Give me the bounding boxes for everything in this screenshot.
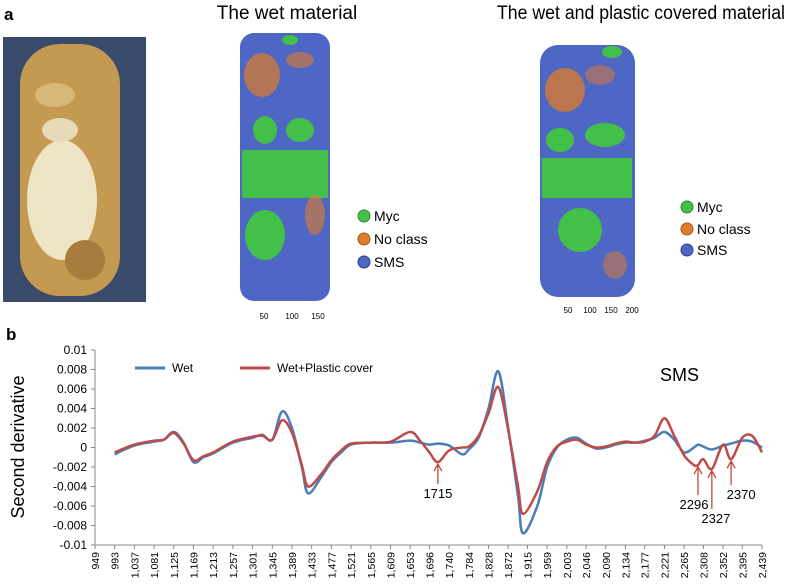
map-title: The wet material [217, 3, 357, 24]
y-tick-label: -0.004 [53, 480, 87, 494]
legend-label: No class [697, 221, 751, 237]
x-tick-label: 1,609 [385, 552, 397, 578]
classification-map [540, 45, 635, 297]
x-tick-label: 1,433 [307, 552, 319, 578]
x-tick-label: 2,003 [562, 552, 574, 578]
x-tick-label: 1,125 [169, 552, 181, 578]
x-tick-label: 1,784 [464, 552, 476, 578]
x-tick-label: 2,046 [581, 552, 593, 578]
legend-label: Myc [374, 208, 400, 224]
x-tick-label: 1,389 [287, 552, 299, 578]
scale-label: 100 [285, 312, 299, 321]
x-tick-label: 949 [90, 552, 102, 570]
x-tick-label: 993 [110, 552, 122, 570]
legend-label: Wet+Plastic cover [277, 361, 373, 375]
inset-label: SMS [660, 365, 699, 385]
annotation-arrowhead [693, 465, 703, 475]
y-tick-label: 0 [80, 441, 87, 455]
x-tick-label: 1,872 [503, 552, 515, 578]
panel-label: a [4, 5, 14, 24]
y-tick-label: 0.006 [57, 382, 87, 396]
x-tick-label: 2,177 [640, 552, 652, 578]
x-tick-label: 1,565 [366, 552, 378, 578]
x-tick-label: 2,265 [679, 552, 691, 578]
annotation-arrowhead [433, 462, 443, 472]
y-tick-label: -0.01 [60, 538, 88, 552]
x-tick-label: 1,477 [326, 552, 338, 578]
x-tick-label: 1,959 [542, 552, 554, 578]
y-tick-label: 0.01 [64, 343, 88, 357]
scale-label: 50 [260, 312, 269, 321]
map-title: The wet and plastic covered material [497, 3, 785, 24]
y-tick-label: 0.004 [57, 402, 87, 416]
scale-label: 150 [604, 306, 618, 315]
annotation-label: 2370 [727, 487, 756, 502]
legend-label: SMS [697, 242, 727, 258]
x-tick-label: 2,090 [601, 552, 613, 578]
panel-label: b [6, 325, 16, 344]
x-tick-label: 1,653 [405, 552, 417, 578]
scale-label: 200 [625, 306, 639, 315]
y-tick-label: -0.002 [53, 460, 87, 474]
annotation-arrowhead [726, 459, 736, 469]
x-tick-label: 1,257 [228, 552, 240, 578]
x-tick-label: 1,828 [483, 552, 495, 578]
photo [3, 37, 146, 302]
series-line [114, 385, 764, 516]
annotation-label: 2296 [680, 497, 709, 512]
classification-map [240, 33, 330, 301]
map-legend: Myc No class SMS [680, 199, 751, 258]
legend-label: SMS [374, 254, 404, 270]
scale-label: 50 [564, 306, 573, 315]
x-tick-label: 2,352 [718, 552, 730, 578]
y-axis-title: Second derivative [8, 375, 28, 518]
x-tick-label: 2,439 [757, 552, 769, 578]
x-tick-label: 2,308 [698, 552, 710, 578]
legend-label: Myc [697, 199, 723, 215]
x-tick-label: 1,696 [424, 552, 436, 578]
x-tick-label: 2,221 [659, 552, 671, 578]
x-tick-label: 2,134 [620, 552, 632, 578]
x-tick-label: 1,037 [129, 552, 141, 578]
y-tick-label: -0.008 [53, 519, 87, 533]
annotation-label: 2327 [701, 511, 730, 526]
scale-label: 100 [583, 306, 597, 315]
x-tick-label: 1,740 [444, 552, 456, 578]
x-tick-label: 1,915 [522, 552, 534, 578]
legend-label: Wet [172, 361, 194, 375]
x-tick-label: 1,169 [188, 552, 200, 578]
x-tick-label: 1,213 [208, 552, 220, 578]
y-tick-label: 0.008 [57, 363, 87, 377]
y-tick-label: -0.006 [53, 499, 87, 513]
annotation-arrowhead [707, 469, 717, 479]
scale-label: 150 [311, 312, 325, 321]
annotation-label: 1715 [423, 486, 452, 501]
x-tick-label: 2,395 [737, 552, 749, 578]
x-tick-label: 1,301 [248, 552, 260, 578]
x-tick-label: 1,345 [267, 552, 279, 578]
y-tick-label: 0.002 [57, 421, 87, 435]
legend-label: No class [374, 231, 428, 247]
x-tick-label: 1,081 [149, 552, 161, 578]
map-legend: Myc No class SMS [357, 208, 428, 270]
x-tick-label: 1,521 [346, 552, 358, 578]
